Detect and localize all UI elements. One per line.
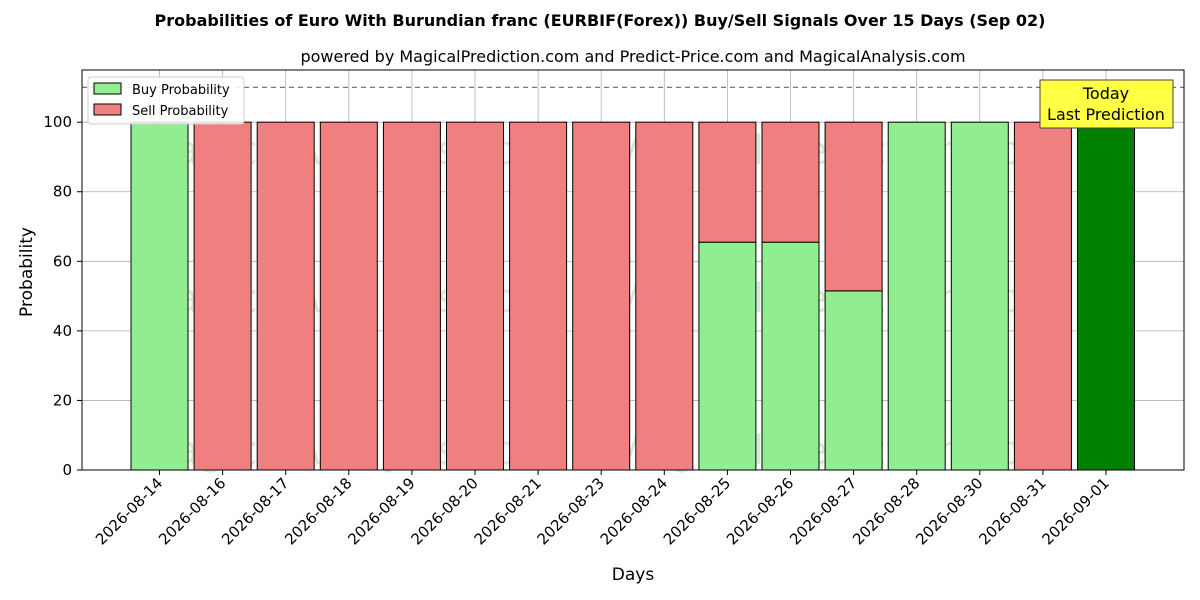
x-tick-label: 2026-08-24 xyxy=(597,474,671,548)
bar-sell xyxy=(319,121,378,471)
legend-label-sell: Sell Probability xyxy=(132,104,229,119)
bar-sell xyxy=(509,121,568,471)
x-axis-ticks: 2026-08-142026-08-162026-08-172026-08-18… xyxy=(92,470,1113,548)
today-annotation: Today Last Prediction xyxy=(1039,79,1174,129)
x-tick-label: 2026-08-28 xyxy=(849,474,923,548)
bar-buy xyxy=(950,121,1009,471)
legend-swatch-buy xyxy=(93,82,122,95)
bars-layer xyxy=(130,121,1135,471)
x-tick-label: 2026-09-01 xyxy=(1038,474,1112,548)
x-tick-label: 2026-08-14 xyxy=(92,474,166,548)
bar-sell xyxy=(193,121,252,471)
x-tick-label: 2026-08-20 xyxy=(407,474,481,548)
y-axis-label: Probability xyxy=(17,227,37,317)
x-axis-label: Days xyxy=(612,565,655,585)
bar-buy xyxy=(824,290,883,471)
x-tick-label: 2026-08-16 xyxy=(155,474,229,548)
bar-sell xyxy=(1013,121,1072,471)
chart-subtitle: powered by MagicalPrediction.com and Pre… xyxy=(300,47,965,66)
y-tick-label: 80 xyxy=(53,183,72,201)
bar-buy xyxy=(761,241,820,471)
x-tick-label: 2026-08-31 xyxy=(975,474,1049,548)
x-tick-label: 2026-08-27 xyxy=(786,474,860,548)
x-tick-label: 2026-08-21 xyxy=(471,474,545,548)
bar-sell xyxy=(382,121,441,471)
x-tick-label: 2026-08-18 xyxy=(281,474,355,548)
annotation-box xyxy=(1039,79,1174,129)
x-tick-label: 2026-08-25 xyxy=(660,474,734,548)
legend-swatch-sell xyxy=(93,103,122,116)
annotation-line2: Last Prediction xyxy=(1047,105,1165,124)
legend-label-buy: Buy Probability xyxy=(132,83,230,98)
bar-sell xyxy=(824,121,883,292)
bar-sell xyxy=(446,121,504,471)
bar-buy xyxy=(698,241,757,471)
x-tick-label: 2026-08-30 xyxy=(912,474,986,548)
legend-box xyxy=(87,76,245,125)
bar-sell xyxy=(572,121,631,471)
legend: Buy Probability Sell Probability xyxy=(87,76,245,125)
annotation-line1: Today xyxy=(1082,84,1129,103)
x-tick-label: 2026-08-23 xyxy=(534,474,608,548)
bar-sell xyxy=(256,121,315,471)
y-tick-label: 0 xyxy=(62,461,72,479)
x-tick-label: 2026-08-17 xyxy=(218,474,292,548)
y-tick-label: 20 xyxy=(53,391,72,409)
chart-title: Probabilities of Euro With Burundian fra… xyxy=(155,11,1046,30)
y-axis-ticks: 0 20 40 60 80 100 xyxy=(43,113,82,479)
x-tick-label: 2026-08-19 xyxy=(344,474,418,548)
x-tick-label: 2026-08-26 xyxy=(723,474,797,548)
bar-sell xyxy=(635,121,694,471)
bar-sell xyxy=(698,121,757,243)
bar-buy xyxy=(1077,121,1135,471)
y-tick-label: 100 xyxy=(43,113,72,131)
y-tick-label: 40 xyxy=(53,322,72,340)
plot-frame xyxy=(81,69,1185,471)
bar-sell xyxy=(761,121,820,243)
bar-buy xyxy=(887,121,946,471)
bar-buy xyxy=(130,121,189,471)
y-tick-label: 60 xyxy=(53,252,72,270)
